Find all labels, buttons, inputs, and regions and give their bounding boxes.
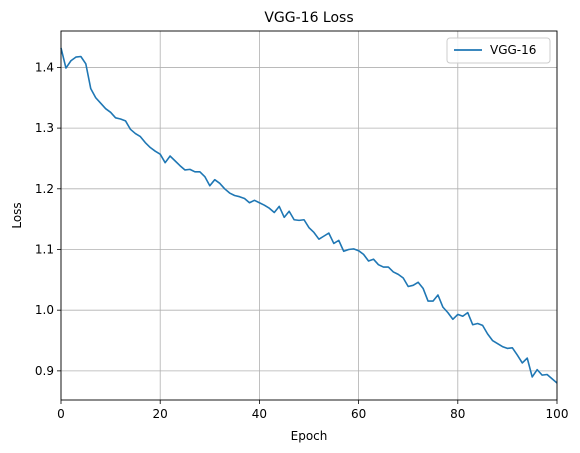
x-tick-label: 100: [546, 407, 569, 421]
x-tick-label: 80: [450, 407, 465, 421]
x-axis-label: Epoch: [291, 429, 328, 443]
x-tick-label: 0: [57, 407, 65, 421]
y-tick-label: 0.9: [35, 364, 54, 378]
x-tick-label: 60: [351, 407, 366, 421]
y-axis-label: Loss: [10, 202, 24, 228]
y-tick-label: 1.0: [35, 303, 54, 317]
legend-box: [446, 37, 551, 64]
x-tick-label: 20: [153, 407, 168, 421]
y-tick-label: 1.3: [35, 121, 54, 135]
plot-frame: [60, 30, 558, 401]
y-axis: 0.9 1.0 1.1 1.2 1.3 1.4: [35, 60, 61, 378]
y-tick-label: 1.1: [35, 242, 54, 256]
grid-lines: [60, 31, 558, 400]
series-line-vgg-16: [60, 47, 558, 384]
legend-label-vgg-16: VGG-16: [490, 43, 536, 57]
y-tick-label: 1.4: [35, 60, 54, 74]
legend: VGG-16: [446, 37, 551, 64]
data-series: [60, 47, 558, 384]
y-tick-label: 1.2: [35, 182, 54, 196]
x-tick-label: 40: [252, 407, 267, 421]
x-axis: 0 20 40 60 80 100: [57, 400, 568, 421]
chart-title: VGG-16 Loss: [264, 10, 353, 26]
